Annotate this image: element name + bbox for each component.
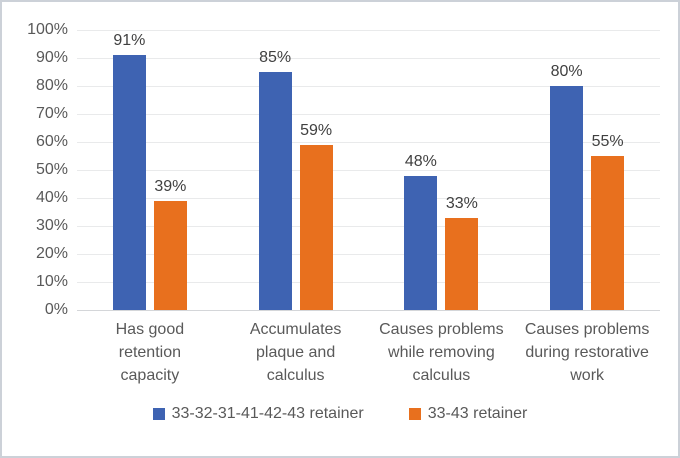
plot-area: 0% 10% 20% 30% 40% 50% 60% 70% 80% 90% 100% 91% 39%… — [27, 21, 660, 318]
bar-group: 48% 33% — [369, 30, 515, 310]
gridline — [77, 253, 660, 255]
gridline — [77, 225, 660, 227]
bar: 48% — [404, 153, 438, 310]
legend: 33-32-31-41-42-43 retainer 33-43 retainer — [2, 405, 678, 423]
gridline — [77, 169, 660, 171]
y-axis-tick-label: 80% — [35, 77, 68, 94]
gridline — [77, 85, 660, 87]
bar-value-label: 39% — [154, 177, 187, 195]
y-axis-tick-label: 0% — [44, 301, 68, 318]
legend-swatch-icon — [408, 408, 421, 420]
bar: 33% — [445, 195, 479, 310]
y-axis-tick-label: 20% — [35, 245, 68, 262]
bar-value-label: 55% — [591, 133, 624, 150]
legend-item: 33-43 retainer — [408, 405, 528, 423]
bar-value-label: 48% — [404, 152, 437, 170]
bar-group: 80% 55% — [514, 30, 660, 310]
x-axis-labels: Has good retention capacity Accumulates p… — [77, 318, 660, 387]
bar-group: 85% 59% — [223, 30, 369, 310]
bar-value-label: 33% — [445, 194, 478, 212]
y-axis-tick-label: 50% — [35, 161, 68, 178]
legend-label: 33-43 retainer — [427, 405, 528, 422]
gridline — [77, 113, 660, 115]
bar-value-label: 59% — [300, 121, 333, 139]
bar: 85% — [258, 49, 292, 310]
gridline — [77, 141, 660, 143]
bar: 39% — [153, 178, 187, 310]
bar-groups: 91% 39% 85% 59% 48% 33% 80% 55% — [77, 30, 660, 310]
bar-value-label: 91% — [113, 32, 146, 50]
y-axis-tick-label: 100% — [27, 21, 68, 38]
y-axis-tick-label: 40% — [35, 189, 68, 206]
legend-label: 33-32-31-41-42-43 retainer — [171, 405, 364, 422]
category-label: Accumulates plaque and calculus — [249, 321, 342, 384]
category-label: Has good retention capacity — [115, 321, 185, 384]
gridline — [77, 309, 660, 311]
bar: 55% — [591, 133, 625, 310]
bar: 59% — [299, 122, 333, 310]
bar-value-label: 85% — [259, 49, 292, 66]
category-label: Causes problems while removing calculus — [379, 321, 504, 384]
y-axis-tick-label: 10% — [35, 273, 68, 290]
legend-swatch-icon — [152, 408, 165, 420]
gridline — [77, 197, 660, 199]
legend-item: 33-32-31-41-42-43 retainer — [152, 405, 364, 423]
bar-group: 91% 39% — [77, 30, 223, 310]
y-axis-tick-label: 90% — [35, 49, 68, 66]
gridline — [77, 57, 660, 59]
y-axis-tick-label: 60% — [35, 133, 68, 150]
y-axis-tick-label: 70% — [35, 105, 68, 122]
gridline — [77, 281, 660, 283]
bar: 91% — [112, 32, 146, 310]
bar: 80% — [550, 63, 584, 310]
category-label: Causes problems during restorative work — [524, 321, 650, 384]
bar-value-label: 80% — [550, 63, 583, 80]
y-axis-tick-label: 30% — [35, 217, 68, 234]
gridline — [77, 29, 660, 31]
